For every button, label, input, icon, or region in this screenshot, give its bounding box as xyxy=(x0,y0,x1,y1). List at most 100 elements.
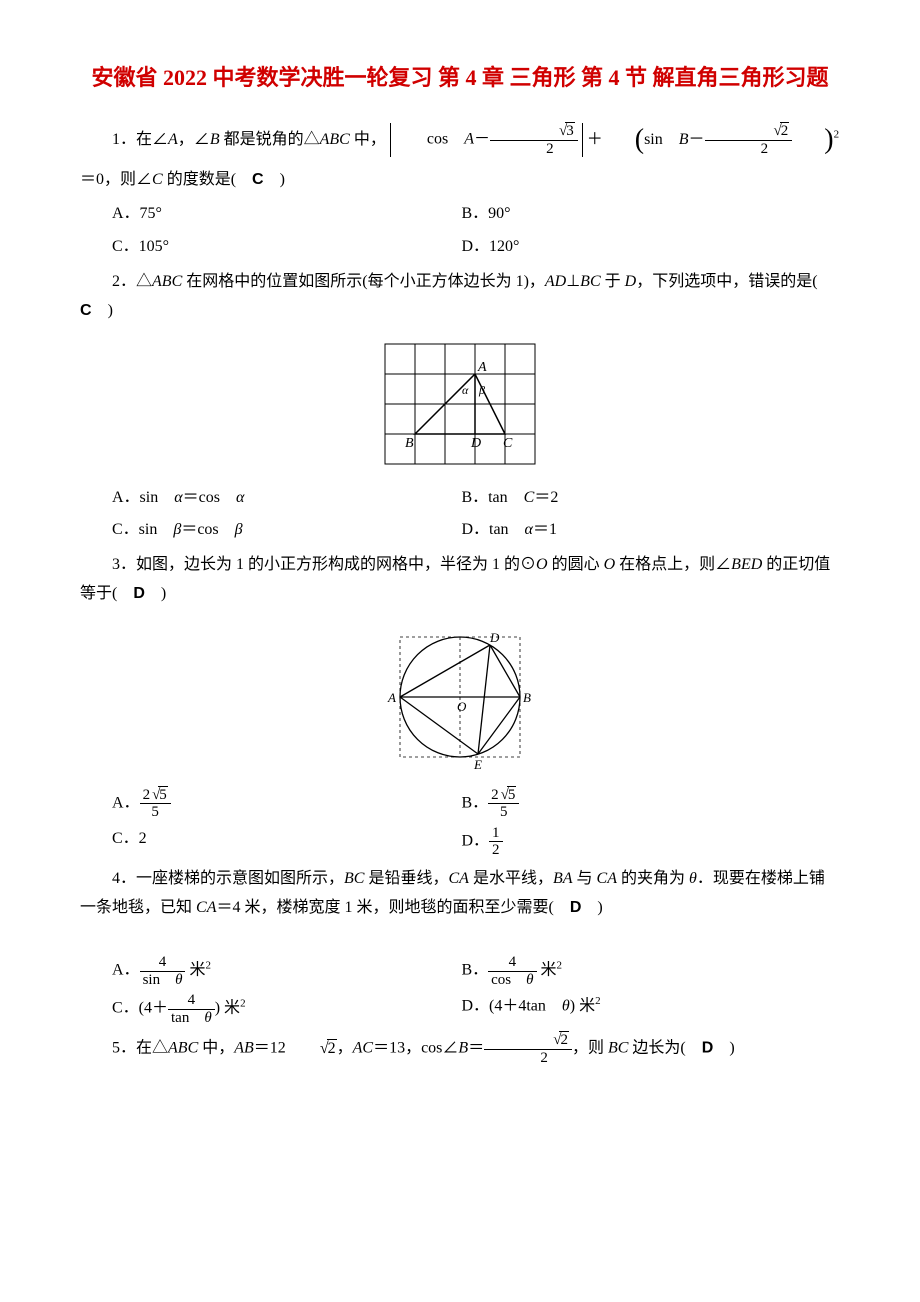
q3-figure: A B O D E xyxy=(80,617,840,777)
text: ，∠ xyxy=(178,131,210,148)
text: ) xyxy=(92,302,113,319)
text: 中， xyxy=(198,1040,234,1057)
fn: cos xyxy=(491,972,526,988)
q3-stem: 3．如图，边长为 1 的小正方形构成的网格中，半径为 1 的⊙O 的圆心 O 在… xyxy=(80,551,840,609)
denom: 2 xyxy=(705,141,793,158)
text: ) xyxy=(264,171,285,188)
option-d: D．tan α＝1 xyxy=(461,516,810,545)
text: ＝12 xyxy=(254,1040,286,1057)
grid-triangle-svg: A B D C α β xyxy=(375,334,545,474)
text: ＝cos xyxy=(181,521,234,538)
denom: 2 xyxy=(490,141,578,158)
var: CA xyxy=(196,899,216,916)
var: ABC xyxy=(168,1040,198,1057)
svg-text:B: B xyxy=(405,436,414,451)
q5-stem: 5．在△ABC 中，AB＝122，AC＝13，cos∠B＝22，则 BC 边长为… xyxy=(80,1032,840,1066)
q1-options: A．75° B．90° C．105° D．120° xyxy=(112,198,840,264)
text: 中， xyxy=(350,131,386,148)
var: BC xyxy=(580,273,600,290)
svg-text:O: O xyxy=(457,699,467,714)
text: 3．如图，边长为 1 的小正方形构成的网格中，半径为 1 的⊙ xyxy=(112,556,536,573)
num: 4 xyxy=(140,954,186,972)
spacer xyxy=(80,926,840,950)
text: 的夹角为 xyxy=(617,870,689,887)
var: A xyxy=(168,131,178,148)
text: ，则 xyxy=(572,1040,608,1057)
var: θ xyxy=(562,998,570,1015)
text: 于 xyxy=(601,273,625,290)
text: 与 xyxy=(573,870,597,887)
var: BED xyxy=(731,556,762,573)
var: θ xyxy=(689,870,697,887)
text: ＝ xyxy=(468,1040,484,1057)
radicand: 3 xyxy=(565,122,575,139)
sqrt-icon: 5 xyxy=(150,787,168,804)
sqrt-icon: 3 xyxy=(525,123,575,140)
var: α xyxy=(236,489,244,506)
q4-options: A．4sin θ 米2 B．4cos θ 米2 C．(4＋4tan θ) 米2 … xyxy=(112,952,840,1028)
var: B xyxy=(458,1040,468,1057)
svg-text:D: D xyxy=(470,436,481,451)
sin: sin xyxy=(644,131,679,148)
fraction: 4cos θ xyxy=(488,954,536,988)
num: 2 xyxy=(143,787,151,803)
cos: cos xyxy=(427,131,464,148)
text: D． xyxy=(461,832,489,849)
text: B．tan xyxy=(461,489,523,506)
answer-label: C xyxy=(80,302,92,319)
option-c: C．sin β＝cos β xyxy=(112,516,461,545)
text: ＝1 xyxy=(533,521,557,538)
fraction: 12 xyxy=(489,825,503,859)
unit: 米 xyxy=(185,962,205,979)
var: BC xyxy=(608,1040,628,1057)
text: 1．在∠ xyxy=(112,131,168,148)
option-d: D．12 xyxy=(461,825,810,859)
num: 1 xyxy=(489,825,503,843)
option-a: A．4sin θ 米2 xyxy=(112,954,461,988)
text: A． xyxy=(112,962,140,979)
sqrt-icon: 2 xyxy=(740,123,790,140)
text: 在网格中的位置如图所示(每个小正方体边长为 1)， xyxy=(182,273,545,290)
exponent: 2 xyxy=(240,998,246,1010)
text: ) 米 xyxy=(570,998,595,1015)
var: B xyxy=(679,131,689,148)
denom: 5 xyxy=(140,804,171,821)
text: 的圆心 xyxy=(548,556,604,573)
text: 5．在△ xyxy=(112,1040,168,1057)
var: A xyxy=(464,131,474,148)
text: A．sin xyxy=(112,489,174,506)
text: 的度数是( xyxy=(163,171,252,188)
svg-text:A: A xyxy=(477,360,487,375)
var: θ xyxy=(204,1010,211,1026)
var: C xyxy=(524,489,535,506)
text: ) 米 xyxy=(215,1000,240,1017)
num: 4 xyxy=(488,954,536,972)
sqrt-icon: 5 xyxy=(499,787,517,804)
var: α xyxy=(174,489,182,506)
abs-expr: cos A－32 xyxy=(390,123,583,157)
option-a: A．sin α＝cos α xyxy=(112,484,461,513)
svg-text:B: B xyxy=(523,690,531,705)
q2-stem: 2．△ABC 在网格中的位置如图所示(每个小正方体边长为 1)，AD⊥BC 于 … xyxy=(80,268,840,326)
text: 在格点上，则∠ xyxy=(615,556,731,573)
text: ＝cos xyxy=(183,489,236,506)
var: AC xyxy=(353,1040,373,1057)
text: 2．△ xyxy=(112,273,152,290)
var: O xyxy=(604,556,616,573)
unit: 米 xyxy=(537,962,557,979)
fraction: 4tan θ xyxy=(168,992,215,1026)
text: ) xyxy=(713,1040,734,1057)
radicand: 2 xyxy=(780,122,790,139)
exponent: 2 xyxy=(834,129,840,141)
exponent: 2 xyxy=(205,960,211,972)
var: β xyxy=(235,521,243,538)
text: 4．一座楼梯的示意图如图所示， xyxy=(112,870,344,887)
svg-text:α: α xyxy=(462,383,469,397)
radicand: 5 xyxy=(158,786,168,803)
var: ABC xyxy=(152,273,182,290)
answer-label: D xyxy=(570,899,582,916)
text: ＝2 xyxy=(534,489,558,506)
var: θ xyxy=(526,972,533,988)
var: AD xyxy=(545,273,566,290)
fraction: 22 xyxy=(705,123,793,157)
